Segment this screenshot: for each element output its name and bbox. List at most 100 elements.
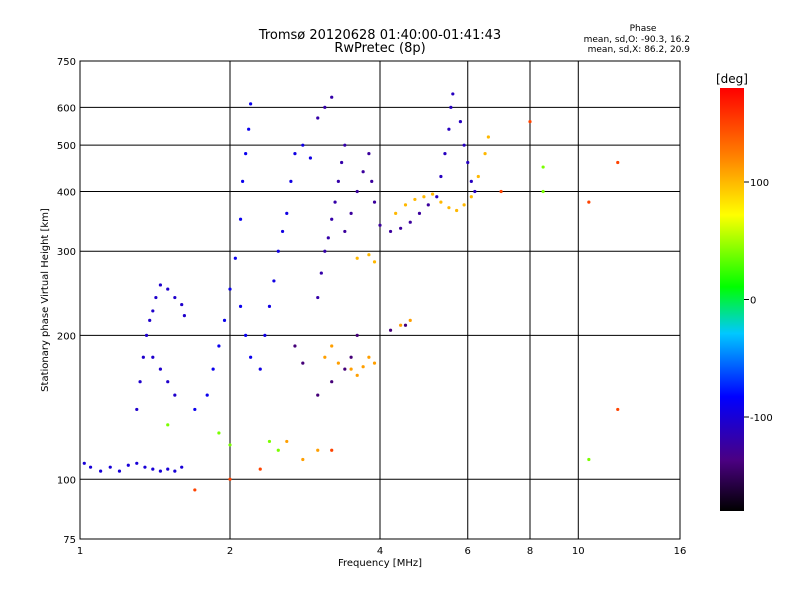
colorbar-tick-label: 100 — [750, 178, 769, 189]
data-point — [82, 461, 86, 465]
data-point — [272, 279, 276, 283]
data-point — [336, 361, 340, 365]
data-point — [276, 249, 280, 253]
data-point — [462, 203, 466, 207]
data-point — [361, 170, 365, 174]
data-point — [301, 457, 305, 462]
chart-title: Tromsø 20120628 01:40:00-01:41:43 — [258, 28, 501, 43]
data-point — [135, 407, 139, 412]
data-point — [166, 423, 170, 427]
y-tick-label: 200 — [57, 331, 76, 342]
data-point — [483, 152, 487, 156]
data-point — [388, 229, 393, 234]
data-point — [447, 127, 451, 131]
data-point — [217, 431, 221, 435]
data-point — [541, 189, 545, 194]
data-point — [439, 174, 443, 179]
data-point — [88, 465, 93, 469]
data-point — [166, 467, 170, 471]
x-tick-labels: 1 2 4 6 8 10 16 — [77, 546, 687, 557]
data-point — [616, 160, 620, 165]
x-tick-label: 10 — [572, 546, 585, 557]
data-point — [473, 189, 477, 194]
data-point — [238, 304, 243, 308]
data-point — [469, 195, 473, 199]
data-point — [466, 160, 470, 165]
data-point — [285, 211, 289, 215]
data-point — [276, 448, 280, 452]
data-point — [211, 367, 215, 371]
data-point — [263, 333, 267, 337]
data-point — [343, 229, 347, 234]
data-point — [355, 373, 359, 377]
data-point — [108, 465, 112, 469]
colorbar-tick-label: 0 — [750, 296, 756, 307]
data-point — [616, 407, 620, 412]
colorbar-ticks: 100 0 -100 — [744, 178, 773, 424]
data-point — [166, 380, 170, 384]
data-point — [333, 200, 337, 204]
data-point — [587, 200, 591, 204]
data-point — [99, 469, 103, 473]
data-point — [455, 208, 459, 213]
data-point — [370, 179, 374, 183]
data-point — [528, 120, 532, 124]
data-point — [135, 461, 139, 465]
data-point — [399, 323, 403, 327]
data-points — [82, 92, 620, 492]
data-point — [151, 355, 155, 359]
data-point — [138, 380, 142, 384]
colorbar — [720, 88, 744, 511]
data-point — [367, 152, 371, 156]
data-point — [499, 189, 503, 194]
y-tick-label: 600 — [57, 103, 76, 114]
data-point — [126, 463, 130, 467]
data-point — [289, 179, 293, 183]
data-point — [293, 152, 297, 156]
data-point — [330, 344, 334, 348]
data-point — [323, 355, 327, 359]
data-point — [238, 217, 243, 221]
data-point — [173, 393, 177, 397]
data-point — [340, 160, 344, 165]
data-point — [301, 361, 305, 365]
data-point — [244, 152, 248, 156]
data-point — [587, 457, 591, 462]
data-point — [349, 355, 353, 359]
chart-subtitle: RwPretec (8p) — [334, 41, 425, 56]
data-point — [330, 95, 334, 99]
data-point — [469, 179, 473, 183]
x-tick-label: 6 — [465, 546, 471, 557]
data-point — [443, 152, 447, 156]
data-point — [349, 367, 353, 371]
data-point — [435, 195, 439, 199]
data-point — [422, 195, 426, 199]
data-point — [451, 92, 455, 96]
y-tick-label: 75 — [63, 535, 76, 546]
data-point — [158, 367, 163, 371]
data-point — [372, 200, 377, 204]
data-point — [166, 287, 170, 291]
data-point — [355, 189, 359, 194]
data-point — [193, 407, 197, 412]
data-point — [372, 260, 377, 264]
data-point — [439, 200, 443, 204]
data-point — [316, 295, 320, 300]
y-tick-label: 300 — [57, 247, 76, 258]
data-point — [330, 448, 334, 452]
data-point — [486, 135, 490, 139]
data-point — [336, 179, 340, 183]
data-point — [154, 295, 158, 300]
data-point — [280, 229, 285, 234]
data-point — [378, 223, 382, 227]
data-point — [222, 318, 227, 322]
data-point — [180, 465, 184, 469]
phase-stats-title: Phase — [630, 24, 657, 34]
data-point — [343, 367, 347, 371]
data-point — [173, 469, 177, 473]
data-point — [241, 179, 245, 183]
phase-stats-o: mean, sd,O: -90.3, 16.2 — [584, 35, 690, 45]
x-tick-label: 1 — [77, 546, 83, 557]
data-point — [408, 220, 412, 224]
data-point — [319, 271, 323, 275]
